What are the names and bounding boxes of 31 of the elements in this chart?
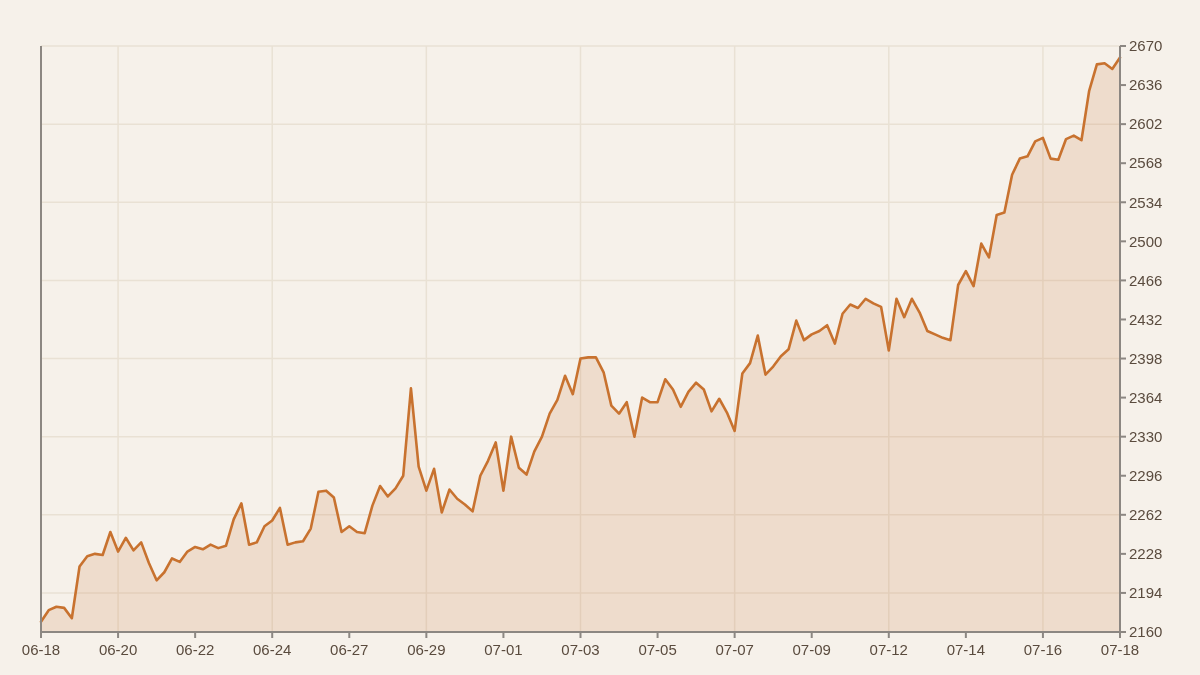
x-tick-label: 07-18	[1100, 641, 1140, 658]
y-tick-label: 2262	[1129, 506, 1163, 524]
y-tick-label: 2160	[1129, 623, 1163, 641]
x-tick-label: 06-20	[98, 641, 138, 658]
y-tick-label: 2568	[1129, 154, 1163, 172]
x-tick-label: 07-01	[484, 641, 523, 658]
y-tick-label: 2432	[1129, 310, 1163, 328]
x-tick-label: 07-05	[638, 641, 677, 658]
y-tick-label: 2296	[1129, 466, 1163, 484]
y-tick-label: 2330	[1129, 427, 1163, 445]
y-tick-label: 2398	[1129, 349, 1163, 367]
y-tick-label: 2670	[1129, 37, 1163, 55]
y-tick-label: 2364	[1129, 388, 1163, 406]
x-tick-label: 07-09	[792, 641, 831, 658]
x-tick-label: 06-22	[175, 641, 215, 658]
x-tick-label: 06-29	[407, 641, 446, 658]
y-tick-label: 2636	[1129, 76, 1163, 94]
x-tick-label: 07-16	[1023, 641, 1063, 658]
x-tick-label: 07-07	[715, 641, 754, 658]
y-tick-label: 2194	[1129, 584, 1163, 602]
x-tick-label: 06-18	[21, 641, 61, 658]
y-tick-label: 2534	[1129, 193, 1163, 211]
x-tick-label: 07-14	[946, 641, 986, 658]
x-tick-label: 07-03	[561, 641, 600, 658]
y-tick-label: 2602	[1129, 115, 1163, 133]
x-tick-label: 06-27	[330, 641, 369, 658]
y-tick-label: 2228	[1129, 545, 1163, 563]
x-tick-label: 06-24	[253, 641, 292, 658]
y-tick-label: 2500	[1129, 232, 1163, 250]
x-tick-label: 07-12	[869, 641, 908, 658]
y-tick-label: 2466	[1129, 271, 1163, 289]
